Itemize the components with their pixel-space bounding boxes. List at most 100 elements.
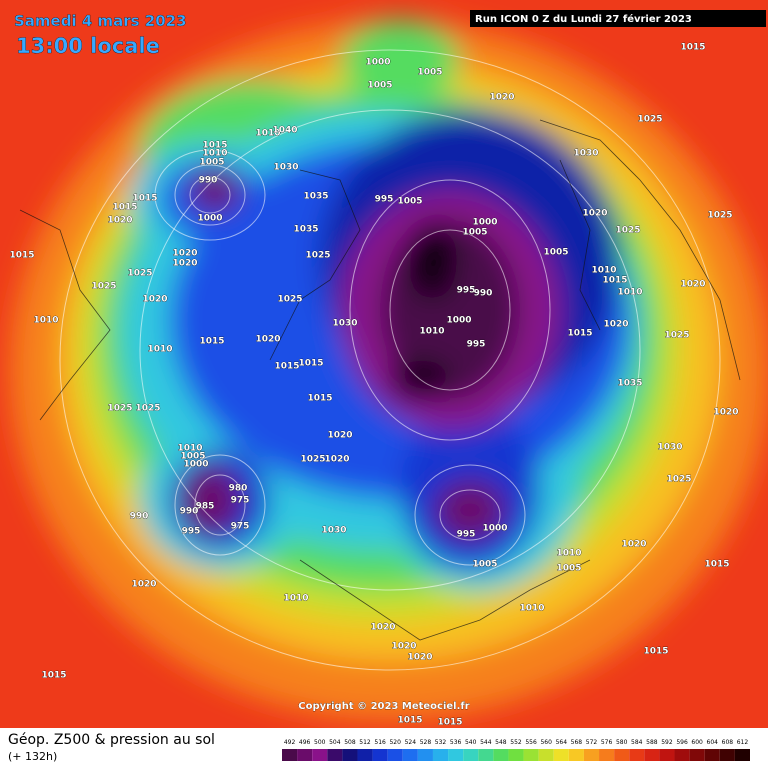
geopotential-field xyxy=(0,0,768,728)
pressure-label: 1020 xyxy=(370,623,395,633)
pressure-label: 1025 xyxy=(91,282,116,292)
scale-swatch xyxy=(387,749,403,761)
pressure-label: 1025 xyxy=(300,455,325,465)
pressure-label: 1010 xyxy=(33,316,58,326)
isobars xyxy=(59,49,721,671)
scale-tick-label: 496 xyxy=(299,739,311,746)
scale-tick-label: 536 xyxy=(450,739,462,746)
pressure-label: 1035 xyxy=(293,225,318,235)
pressure-label: 1030 xyxy=(273,163,298,173)
pressure-label: 1005 xyxy=(472,560,497,570)
pressure-label: 1010 xyxy=(255,129,280,139)
scale-swatch xyxy=(674,749,690,761)
scale-swatch xyxy=(644,749,660,761)
scale-tick-label: 564 xyxy=(556,739,568,746)
pressure-label: 1020 xyxy=(107,216,132,226)
scale-swatch xyxy=(493,749,509,761)
pressure-label: 1030 xyxy=(657,443,682,453)
pressure-label: 1005 xyxy=(556,564,581,574)
pressure-label: 1020 xyxy=(489,93,514,103)
scale-swatch xyxy=(478,749,494,761)
scale-tick-label: 580 xyxy=(616,739,628,746)
pressure-label: 1020 xyxy=(407,653,432,663)
pressure-label: 1015 xyxy=(202,141,227,151)
pressure-label: 1020 xyxy=(172,249,197,259)
scale-tick-label: 528 xyxy=(420,739,432,746)
pressure-label: 1015 xyxy=(274,362,299,372)
pressure-label: 990 xyxy=(199,176,218,186)
scale-swatch xyxy=(659,749,675,761)
scale-tick-label: 612 xyxy=(737,739,749,746)
pressure-label: 1015 xyxy=(602,276,627,286)
scale-tick-label: 608 xyxy=(722,739,734,746)
pressure-label: 1025 xyxy=(127,269,152,279)
pressure-label: 1020 xyxy=(680,280,705,290)
scale-tick-label: 524 xyxy=(405,739,417,746)
scale-tick-label: 544 xyxy=(480,739,492,746)
pressure-label: 975 xyxy=(231,522,250,532)
pressure-label: 1005 xyxy=(397,197,422,207)
pressure-label: 1025 xyxy=(664,331,689,341)
scale-tick-label: 576 xyxy=(601,739,613,746)
pressure-label: 1015 xyxy=(199,337,224,347)
pressure-label: 1015 xyxy=(41,671,66,681)
pressure-label: 1010 xyxy=(591,266,616,276)
scale-swatch xyxy=(614,749,630,761)
pressure-label: 980 xyxy=(229,484,248,494)
scale-swatch xyxy=(689,749,705,761)
pressure-label: 1010 xyxy=(177,444,202,454)
pressure-label: 1020 xyxy=(391,642,416,652)
pressure-label: 1020 xyxy=(255,335,280,345)
pressure-label: 1020 xyxy=(582,209,607,219)
scale-tick-label: 588 xyxy=(646,739,658,746)
pressure-label: 1010 xyxy=(283,594,308,604)
chart-title: Géop. Z500 & pression au sol xyxy=(8,732,215,748)
pressure-label: 990 xyxy=(180,507,199,517)
scale-swatch xyxy=(342,749,358,761)
scale-tick-label: 532 xyxy=(435,739,447,746)
pressure-label: 1005 xyxy=(180,452,205,462)
scale-swatch xyxy=(599,749,615,761)
pressure-label: 1010 xyxy=(519,604,544,614)
scale-tick-label: 520 xyxy=(389,739,401,746)
scale-swatch xyxy=(629,749,645,761)
pressure-label: 1030 xyxy=(332,319,357,329)
pressure-label: 1010 xyxy=(202,149,227,159)
scale-swatch xyxy=(372,749,388,761)
scale-swatch xyxy=(538,749,554,761)
scale-tick-label: 600 xyxy=(691,739,703,746)
pressure-label: 1025 xyxy=(135,404,160,414)
pressure-label: 995 xyxy=(375,195,394,205)
pressure-label: 995 xyxy=(182,527,201,537)
pressure-label: 1005 xyxy=(543,248,568,258)
scale-tick-label: 552 xyxy=(510,739,522,746)
scale-swatch xyxy=(719,749,735,761)
pressure-label: 1025 xyxy=(277,295,302,305)
scale-tick-label: 540 xyxy=(465,739,477,746)
pressure-label: 1025 xyxy=(615,226,640,236)
pressure-label: 1000 xyxy=(446,316,471,326)
pressure-label: 1010 xyxy=(556,549,581,559)
pressure-label: 1005 xyxy=(199,158,224,168)
pressure-label: 1030 xyxy=(321,526,346,536)
scale-swatch xyxy=(402,749,418,761)
pressure-label: 1010 xyxy=(419,327,444,337)
scale-tick-label: 516 xyxy=(374,739,386,746)
pressure-label: 1025 xyxy=(107,404,132,414)
pressure-label: 1015 xyxy=(9,251,34,261)
pressure-label: 1025 xyxy=(637,115,662,125)
pressure-label: 1030 xyxy=(573,149,598,159)
scale-tick-label: 568 xyxy=(571,739,583,746)
pressure-label: 990 xyxy=(130,512,149,522)
pressure-label: 1020 xyxy=(603,320,628,330)
scale-swatch xyxy=(463,749,479,761)
pressure-label: 1020 xyxy=(142,295,167,305)
pressure-label: 1040 xyxy=(272,126,297,136)
scale-tick-label: 556 xyxy=(525,739,537,746)
pressure-label: 1015 xyxy=(298,359,323,369)
pressure-label: 1015 xyxy=(437,718,462,728)
run-info: Run ICON 0 Z du Lundi 27 février 2023 xyxy=(475,13,692,25)
scale-tick-label: 572 xyxy=(586,739,598,746)
pressure-label: 1015 xyxy=(112,203,137,213)
